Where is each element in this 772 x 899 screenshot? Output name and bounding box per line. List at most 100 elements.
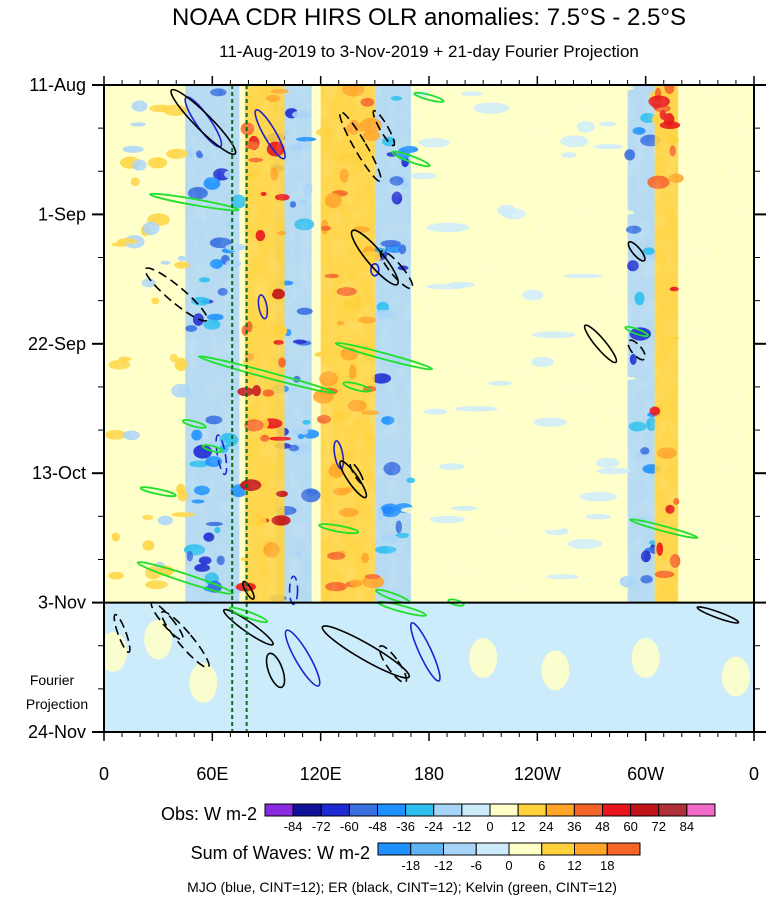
- kelvin-contour: [334, 341, 434, 371]
- x-tick-label: 60W: [627, 764, 664, 784]
- chart-title: NOAA CDR HIRS OLR anomalies: 7.5°S - 2.5…: [172, 4, 686, 31]
- colorbar-label: -84: [284, 819, 303, 834]
- er-contour: [222, 608, 274, 646]
- colorbar-swatch: [573, 803, 603, 817]
- forecast-patch: [469, 638, 498, 679]
- er-contour: [321, 625, 411, 679]
- axes: 0 60E 120E 180 120W 60W 0 11-Aug 1-Sep 22-Sep 13-O…: [28, 75, 766, 784]
- mjo-contour: [257, 294, 269, 320]
- colorbar-swatch: [410, 842, 444, 856]
- mjo-contour: [215, 434, 228, 476]
- mjo-contour: [254, 109, 286, 160]
- colorbar-label: 24: [539, 819, 553, 834]
- colorbar-label: 36: [567, 819, 581, 834]
- colorbar-label: 0: [486, 819, 493, 834]
- x-tick-label: 120E: [300, 764, 342, 784]
- er-contour: [144, 267, 209, 322]
- waves-legend-label: Sum of Waves: W m-2: [191, 843, 370, 863]
- colorbar-label: -60: [340, 819, 359, 834]
- forecast-label-line2: Projection: [26, 696, 88, 712]
- colorbar-swatch: [508, 842, 543, 856]
- colorbar-swatch: [574, 842, 608, 856]
- colorbar-label: 12: [567, 858, 581, 873]
- forecast-patch: [144, 619, 173, 660]
- colorbar-swatch: [348, 803, 378, 817]
- kelvin-contour: [413, 91, 445, 103]
- forecast-patch: [541, 650, 570, 691]
- colorbar-label: -12: [452, 819, 471, 834]
- y-tick-label: 22-Sep: [28, 334, 86, 354]
- colorbar-label: -6: [470, 858, 482, 873]
- y-tick-label: 1-Sep: [38, 204, 86, 224]
- colorbar-label: 72: [652, 819, 666, 834]
- colorbar-swatch: [475, 842, 510, 856]
- colorbar-swatch: [541, 842, 575, 856]
- er-contour: [583, 324, 618, 364]
- kelvin-contour: [197, 355, 336, 394]
- mjo-contour: [284, 629, 321, 687]
- forecast-patch: [396, 656, 425, 697]
- er-contour: [696, 606, 740, 624]
- er-contour: [349, 461, 365, 485]
- colorbar-label: 6: [538, 858, 545, 873]
- colorbar-swatch: [489, 803, 519, 817]
- mjo-contour: [410, 621, 441, 682]
- mjo-contour: [370, 263, 380, 277]
- er-contour: [627, 339, 647, 361]
- colorbar-swatch: [545, 803, 575, 817]
- colorbar-swatch: [405, 803, 435, 817]
- kelvin-contour: [391, 150, 431, 168]
- er-contour: [113, 613, 131, 654]
- colorbar-label: 48: [595, 819, 609, 834]
- obs-legend-label: Obs: W m-2: [161, 804, 257, 824]
- colorbar-swatch: [292, 803, 322, 817]
- colorbar-swatch: [443, 842, 477, 856]
- kelvin-contour: [447, 598, 465, 607]
- colorbar-label: -36: [396, 819, 415, 834]
- mjo-contour: [184, 96, 223, 148]
- colorbar-swatch: [602, 803, 632, 817]
- x-tick-label: 60E: [196, 764, 228, 784]
- colorbar-swatch: [320, 803, 350, 817]
- kelvin-contour: [624, 325, 649, 338]
- reference-longitudes: [231, 85, 248, 732]
- mjo-contour: [288, 575, 299, 606]
- colorbar-swatch: [686, 803, 716, 817]
- colorbar-label: -18: [401, 858, 420, 873]
- colorbar-label: 84: [680, 819, 694, 834]
- colorbar-swatch: [377, 842, 412, 856]
- forecast-patch: [270, 650, 299, 691]
- forecast-patch: [631, 638, 660, 679]
- er-contour: [338, 111, 382, 183]
- er-contour: [265, 652, 286, 689]
- x-tick-label: 180: [414, 764, 444, 784]
- colorbar-label: -72: [312, 819, 331, 834]
- colorbar-swatch: [658, 803, 688, 817]
- x-tick-label: 0: [99, 764, 109, 784]
- colorbar-swatch: [377, 803, 407, 817]
- colorbar-label: -48: [368, 819, 387, 834]
- forecast-label-line1: Fourier: [30, 672, 75, 688]
- kelvin-contour: [318, 523, 360, 535]
- footer-note: MJO (blue, CINT=12); ER (black, CINT=12)…: [187, 879, 617, 895]
- kelvin-contour: [149, 192, 240, 212]
- forecast-patch: [721, 656, 750, 697]
- er-contour: [372, 109, 396, 147]
- kelvin-contour: [136, 561, 234, 595]
- colorbar-swatch: [264, 803, 294, 817]
- kelvin-contour: [201, 444, 223, 453]
- x-tick-label: 0: [749, 764, 759, 784]
- y-tick-label: 11-Aug: [29, 75, 86, 95]
- er-contour: [627, 241, 646, 262]
- y-tick-label: 13-Oct: [32, 463, 86, 483]
- forecast-patch: [333, 619, 362, 660]
- er-contour: [339, 460, 368, 499]
- obs-colorbar: -84 -72 -60 -48 -36 -24 -12 0 12 24 36 48 60 72 84: [264, 803, 716, 834]
- colorbar-label: 18: [600, 858, 614, 873]
- colorbar-label: 0: [505, 858, 512, 873]
- forecast-patch: [189, 662, 218, 703]
- chart-subtitle: 11-Aug-2019 to 3-Nov-2019 + 21-day Fouri…: [219, 42, 639, 61]
- y-tick-label: 3-Nov: [38, 593, 86, 613]
- colorbar-label: -12: [434, 858, 453, 873]
